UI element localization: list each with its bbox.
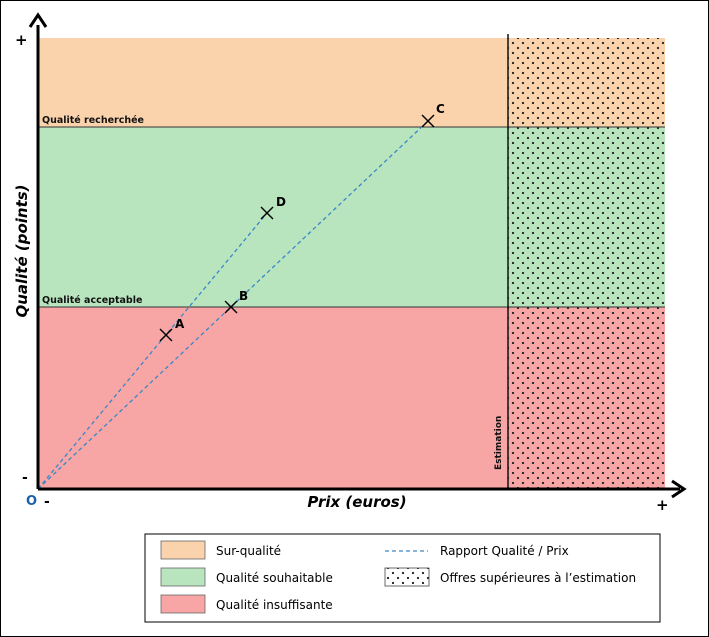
point-a: A bbox=[159, 317, 185, 342]
point-d: D bbox=[260, 195, 286, 220]
zone-offres-superieures-estimation bbox=[508, 38, 665, 489]
estimation-label: Estimation bbox=[494, 416, 504, 470]
legend-label-sur-qualite: Sur-qualité bbox=[216, 544, 281, 558]
x-min-label: - bbox=[44, 494, 50, 510]
y-axis-title: Qualité (points) bbox=[13, 184, 31, 317]
point-c-label: C bbox=[436, 102, 445, 116]
qualite-acceptable-label: Qualité acceptable bbox=[42, 295, 142, 306]
legend-swatch-offres-superieures bbox=[384, 567, 430, 587]
x-max-label: + bbox=[656, 496, 669, 514]
y-axis-arrow bbox=[28, 12, 48, 28]
ratio-line-od bbox=[37, 212, 268, 490]
legend-swatch-souhaitable bbox=[160, 567, 206, 587]
x-axis-title: Prix (euros) bbox=[307, 493, 406, 511]
y-min-label: - bbox=[22, 470, 28, 486]
point-b-label: B bbox=[239, 289, 248, 303]
point-b: B bbox=[224, 289, 248, 314]
legend-label-souhaitable: Qualité souhaitable bbox=[216, 571, 333, 585]
legend-label-ratio-line: Rapport Qualité / Prix bbox=[440, 544, 569, 558]
legend-label-offres-superieures: Offres supérieures à l’estimation bbox=[440, 571, 636, 585]
point-d-label: D bbox=[276, 195, 286, 209]
qualite-recherchee-label: Qualité recherchée bbox=[42, 115, 144, 126]
point-a-label: A bbox=[175, 317, 185, 331]
y-max-label: + bbox=[15, 31, 28, 49]
legend-swatch-sur-qualite bbox=[160, 540, 206, 560]
x-axis-arrow bbox=[671, 479, 687, 499]
legend-label-insuffisante: Qualité insuffisante bbox=[216, 598, 333, 612]
legend: Sur-qualité Rapport Qualité / Prix Quali… bbox=[144, 533, 661, 623]
point-c: C bbox=[421, 102, 445, 128]
origin-label: O bbox=[26, 494, 37, 509]
legend-swatch-insuffisante bbox=[160, 594, 206, 614]
